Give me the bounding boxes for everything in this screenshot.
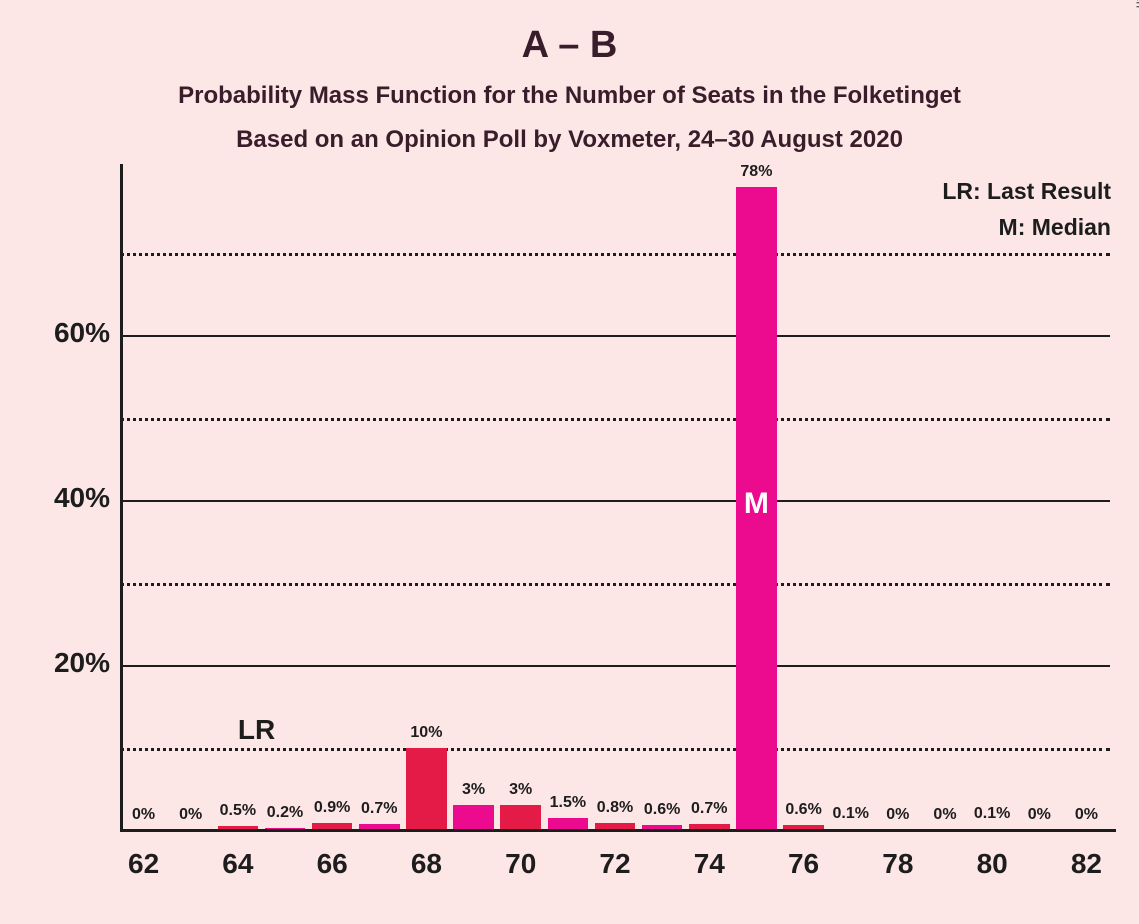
plot-area: 20%40%60%0%0%0.5%0.2%0.9%0.7%10%3%3%1.5%…: [120, 170, 1110, 830]
bar-value-label: 0%: [167, 806, 214, 824]
bar-value-label: 0%: [1016, 806, 1063, 824]
bar-value-label: 0.7%: [686, 800, 733, 818]
chart-canvas: © 2020 Filip van Laenen A – B Probabilit…: [0, 0, 1139, 924]
chart-title: A – B: [0, 24, 1139, 67]
gridline-minor: [120, 418, 1110, 421]
chart-subtitle-1: Probability Mass Function for the Number…: [0, 82, 1139, 110]
bar-value-label: 0.9%: [309, 799, 356, 817]
lr-marker: LR: [238, 714, 275, 746]
ytick-label: 40%: [40, 482, 110, 514]
xtick-label: 72: [568, 848, 662, 880]
xtick-label: 76: [756, 848, 850, 880]
xtick-label: 62: [96, 848, 190, 880]
bar: [500, 805, 541, 830]
y-axis: [120, 164, 123, 830]
xtick-label: 82: [1039, 848, 1133, 880]
bar-value-label: 78%: [733, 163, 780, 181]
xtick-label: 78: [851, 848, 945, 880]
bar-value-label: 1.5%: [544, 794, 591, 812]
gridline-minor: [120, 253, 1110, 256]
bar-value-label: 0%: [1063, 806, 1110, 824]
bar-value-label: 0.1%: [827, 805, 874, 823]
xtick-label: 66: [285, 848, 379, 880]
copyright-text: © 2020 Filip van Laenen: [1133, 0, 1139, 8]
bar-value-label: 0%: [874, 806, 921, 824]
gridline-major: [120, 665, 1110, 667]
bar-value-label: 0.8%: [591, 799, 638, 817]
bar-value-label: 0.2%: [261, 804, 308, 822]
ytick-label: 20%: [40, 647, 110, 679]
xtick-label: 64: [191, 848, 285, 880]
xtick-label: 80: [945, 848, 1039, 880]
bar-value-label: 3%: [497, 781, 544, 799]
bar-value-label: 0.1%: [969, 805, 1016, 823]
xtick-label: 70: [474, 848, 568, 880]
chart-subtitle-2: Based on an Opinion Poll by Voxmeter, 24…: [0, 126, 1139, 154]
bar-value-label: 3%: [450, 781, 497, 799]
bar: [453, 805, 494, 830]
bar-value-label: 10%: [403, 724, 450, 742]
gridline-minor: [120, 748, 1110, 751]
xtick-label: 74: [662, 848, 756, 880]
bar-value-label: 0.5%: [214, 802, 261, 820]
x-axis: [120, 829, 1116, 832]
xtick-label: 68: [379, 848, 473, 880]
ytick-label: 60%: [40, 317, 110, 349]
gridline-minor: [120, 583, 1110, 586]
bar-value-label: 0.7%: [356, 800, 403, 818]
bar-value-label: 0.6%: [780, 801, 827, 819]
bar-value-label: 0.6%: [639, 801, 686, 819]
gridline-major: [120, 335, 1110, 337]
bar-value-label: 0%: [921, 806, 968, 824]
median-marker: M: [736, 487, 777, 521]
gridline-major: [120, 500, 1110, 502]
bar: [406, 748, 447, 831]
bar-value-label: 0%: [120, 806, 167, 824]
